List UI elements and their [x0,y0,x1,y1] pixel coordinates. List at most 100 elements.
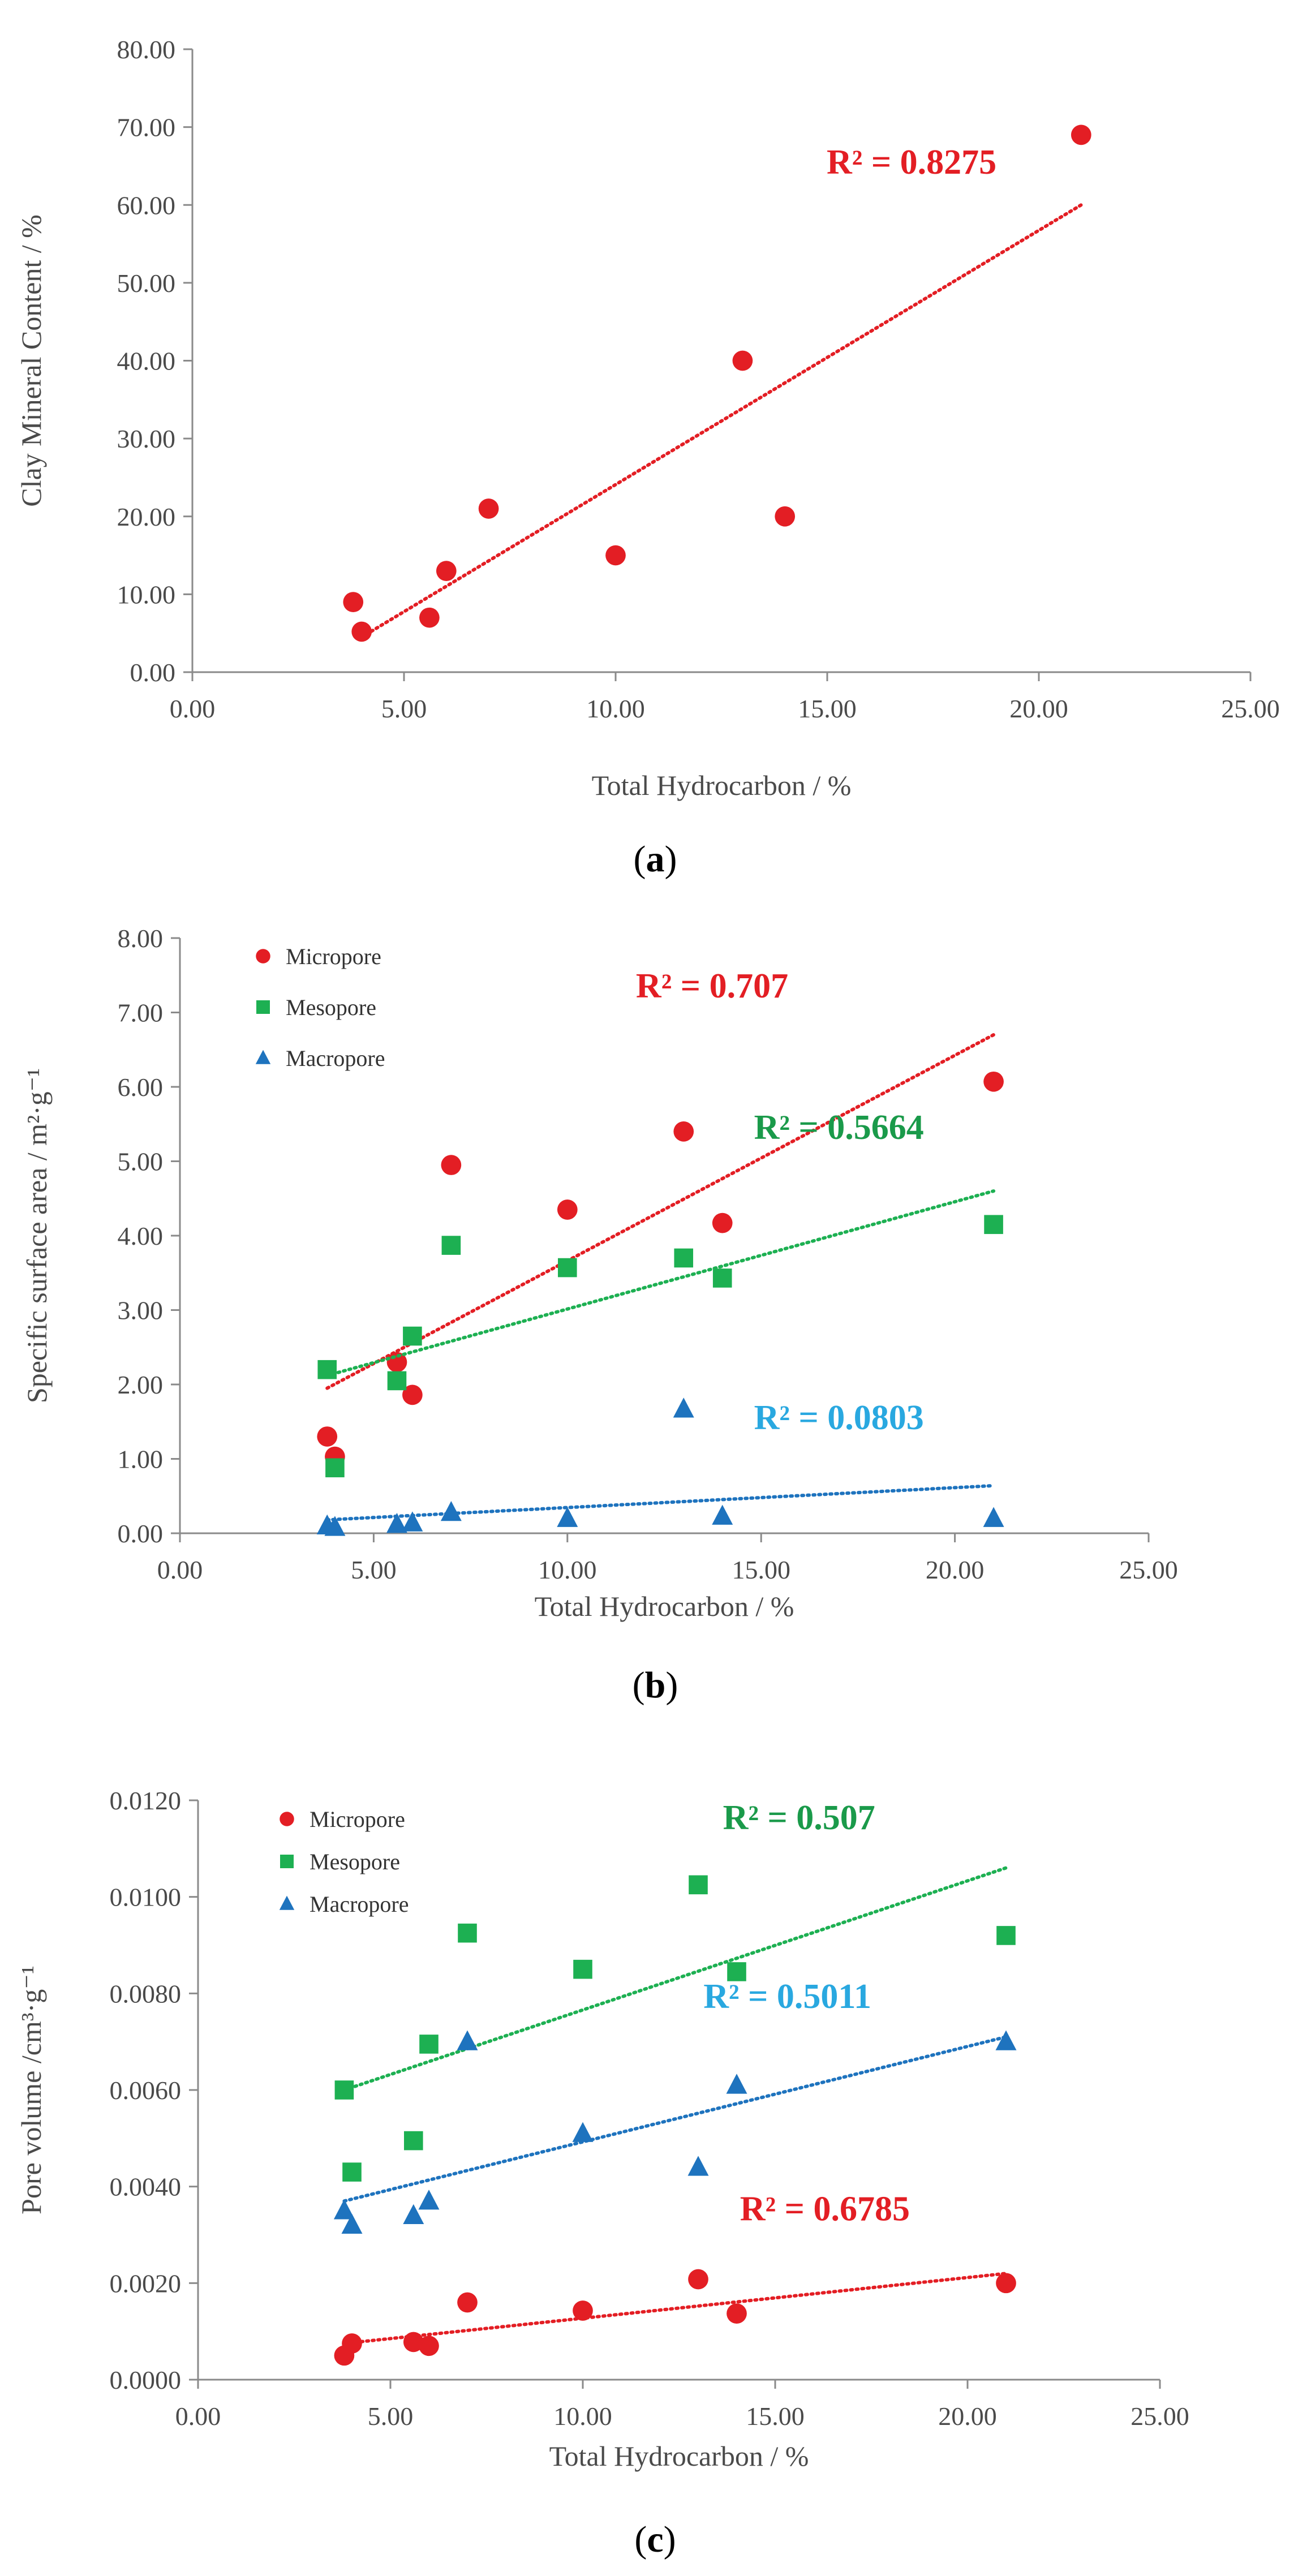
x-tick-label: 15.00 [732,1555,790,1584]
panel-label: (c) [634,2519,676,2560]
x-tick-label: 5.00 [381,694,427,723]
data-point [351,621,372,642]
series-micropore: R² = 0.6785 [334,2190,1016,2366]
data-point [342,2162,362,2182]
data-point [419,2336,439,2356]
x-tick-label: 5.00 [351,1555,397,1584]
x-tick-label: 15.00 [798,694,857,723]
y-tick-label: 0.0100 [110,1883,182,1912]
data-point [995,2030,1017,2050]
y-tick-label: 0.0000 [110,2366,182,2394]
legend-marker [255,1050,271,1064]
chart-panel-a: 0.00 10.00 20.00 30.00 40.00 50.00 60.00 70.00 8… [15,35,1280,880]
data-point [341,2213,363,2234]
y-tick-label: 10.00 [117,580,176,609]
legend-marker [256,1000,270,1014]
y-tick-label: 0.00 [118,1519,164,1548]
x-axis-title: Total Hydrocarbon / % [535,1590,794,1622]
data-point [386,1513,407,1533]
x-tick-label: 20.00 [926,1555,985,1584]
y-tick-label: 0.0060 [110,2076,182,2105]
data-point [726,2074,747,2094]
trendline [342,1866,1008,2092]
data-point [440,1501,462,1521]
data-point [403,2204,424,2224]
data-point [478,498,499,519]
r2-label: R² = 0.5011 [703,1977,871,2016]
legend-marker [279,1895,295,1910]
y-tick-label: 60.00 [117,191,176,220]
data-point [402,1384,423,1405]
data-point [983,1071,1004,1092]
data-point [317,1360,337,1379]
data-point [324,1516,346,1536]
data-point [333,2199,355,2220]
x-tick-label: 25.00 [1221,694,1280,723]
data-point [557,1507,578,1527]
series-mesopore: R² = 0.5664 [317,1108,1003,1478]
data-point [457,2030,478,2050]
data-point [727,2303,747,2324]
data-point [983,1507,1004,1527]
data-point [557,1199,578,1220]
data-point [996,1926,1016,1945]
data-point [419,2035,439,2054]
chart-panel-c: 0.0000 0.0020 0.0040 0.0060 0.0080 0.0100 0.01… [15,1786,1189,2560]
legend-label: Macropore [286,1046,385,1071]
x-tick-label: 20.00 [1009,694,1068,723]
data-point [712,1268,732,1288]
x-tick-label: 0.00 [170,694,216,723]
data-point [343,592,364,612]
legend-label: Macropore [310,1891,409,1917]
y-tick-label: 0.0040 [110,2173,182,2201]
trendline [342,2035,1008,2203]
x-tick-label: 0.00 [175,2402,221,2431]
data-point [457,2292,478,2313]
x-axis-title: Total Hydrocarbon / % [592,769,852,801]
data-point [342,2333,362,2354]
trendline [342,2272,1008,2345]
y-tick-label: 0.0080 [110,1979,182,2008]
data-point [572,2122,594,2142]
trendline [325,1189,996,1378]
data-point [689,1875,708,1895]
x-tick-label: 10.00 [553,2402,612,2431]
trendline [360,203,1083,639]
y-tick-label: 30.00 [117,424,176,453]
trendline [325,1033,996,1390]
data-point [712,1212,733,1233]
data-point [727,1962,746,1981]
x-tick-label: 25.00 [1131,2402,1189,2431]
series-macropore: R² = 0.5011 [333,1977,1017,2234]
data-point [673,1121,694,1142]
y-tick-label: 6.00 [118,1073,164,1102]
r2-label: R² = 0.6785 [740,2190,910,2228]
y-tick-label: 50.00 [117,269,176,298]
data-point [996,2273,1016,2294]
data-point [712,1504,733,1525]
data-point [984,1215,1003,1235]
data-point [458,1923,477,1943]
series-macropore: R² = 0.0803 [316,1397,1004,1536]
data-point [573,2300,593,2321]
series-mesopore: R² = 0.507 [334,1799,1016,2182]
data-point [418,2190,440,2210]
y-tick-label: 0.0120 [110,1786,182,1815]
data-point [403,1326,422,1346]
y-tick-label: 5.00 [118,1147,164,1176]
series-clay-mineral-content: R² = 0.8275 [343,124,1091,642]
data-point [673,1397,694,1418]
y-tick-label: 2.00 [118,1370,164,1399]
x-tick-label: 20.00 [938,2402,997,2431]
y-tick-label: 4.00 [118,1222,164,1250]
data-point [441,1155,462,1175]
x-tick-label: 15.00 [746,2402,805,2431]
data-point [775,506,796,527]
data-point [402,1511,423,1532]
data-point [436,561,457,581]
legend-marker [280,1855,294,1868]
y-tick-label: 8.00 [118,924,164,953]
data-point [605,545,626,566]
y-axis-title: Clay Mineral Content / % [15,214,47,507]
